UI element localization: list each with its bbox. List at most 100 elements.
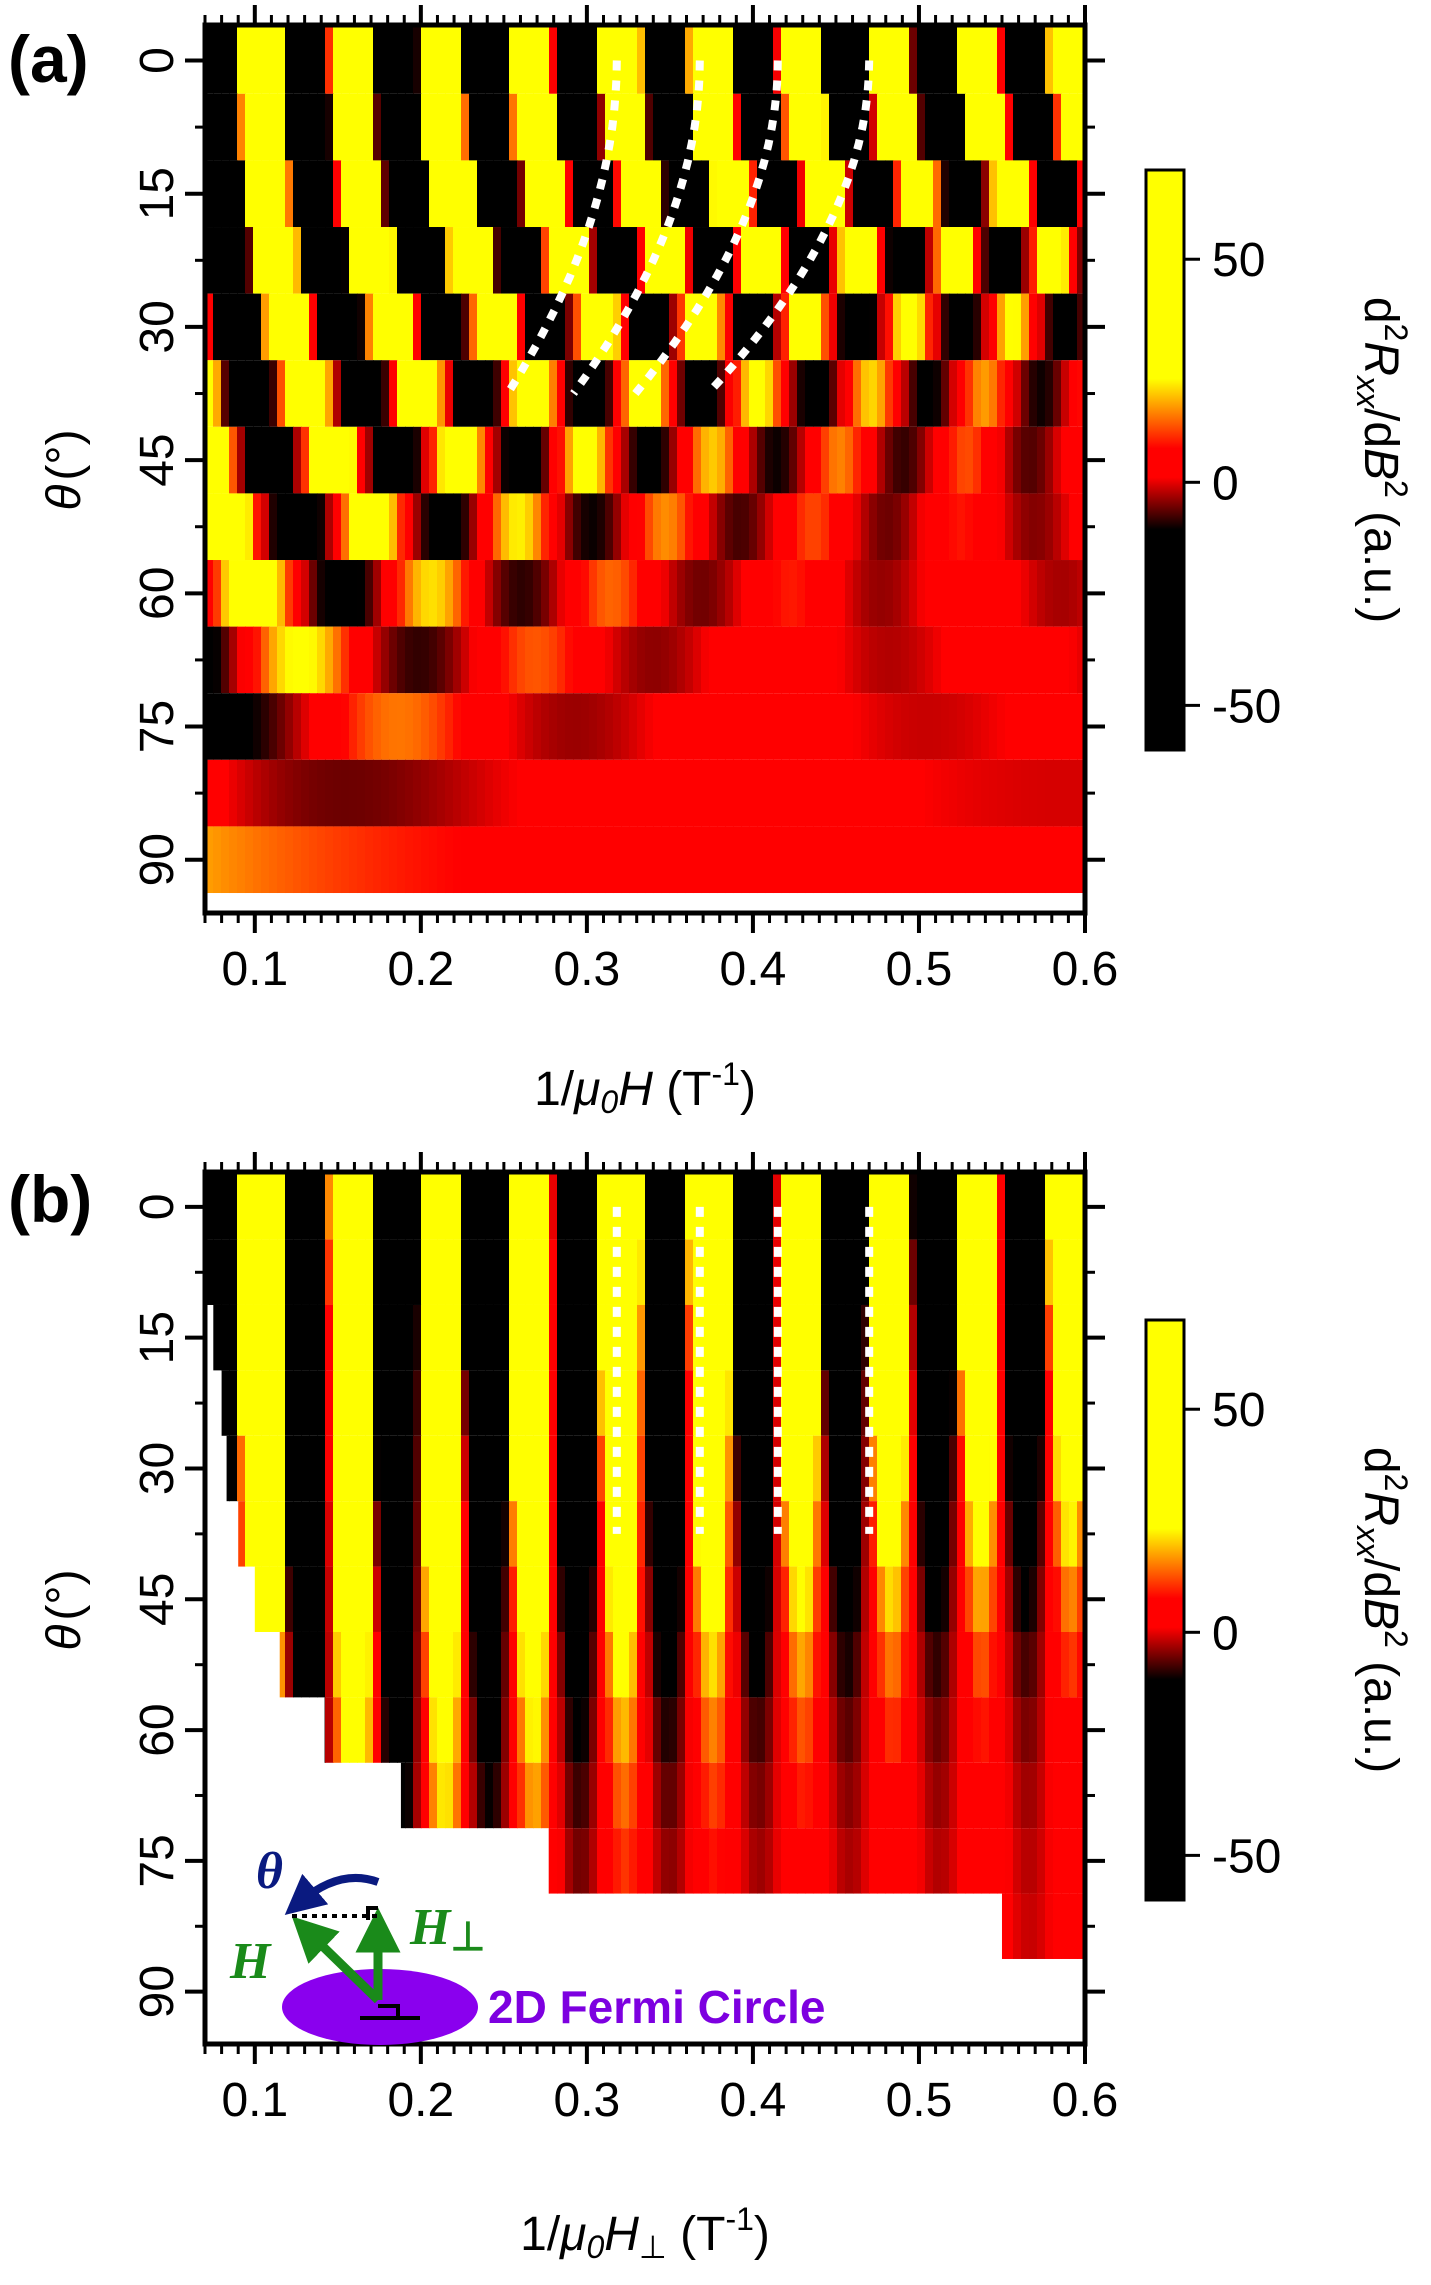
heatmap-cell — [837, 1501, 846, 1567]
heatmap-cell — [469, 759, 478, 827]
heatmap-cell — [813, 693, 822, 760]
heatmap-cell — [469, 293, 478, 361]
heatmap-cell — [1045, 1174, 1054, 1240]
heatmap-cell — [797, 1501, 806, 1567]
heatmap-cell — [469, 1435, 478, 1502]
heatmap-cell — [613, 426, 622, 494]
heatmap-cell — [1077, 1631, 1085, 1698]
heatmap-cell — [629, 693, 638, 760]
heatmap-cell — [413, 826, 422, 894]
heatmap-cell — [477, 1631, 486, 1698]
heatmap-cell — [213, 160, 222, 228]
heatmap-cell — [925, 693, 934, 760]
heatmap-cell — [333, 1304, 342, 1371]
heatmap-cell — [933, 1435, 942, 1502]
heatmap-cell — [573, 293, 582, 361]
heatmap-cell — [757, 560, 766, 627]
heatmap-cell — [701, 426, 710, 494]
heatmap-cell — [1005, 1697, 1014, 1763]
heatmap-cell — [901, 27, 910, 94]
heatmap-cell — [821, 693, 830, 760]
heatmap-cell — [381, 293, 390, 361]
heatmap-cell — [933, 426, 942, 494]
heatmap-cell — [597, 626, 606, 694]
heatmap-cell — [1037, 360, 1046, 427]
heatmap-cell — [773, 1304, 782, 1371]
heatmap-cell — [661, 1631, 670, 1698]
heatmap-cell — [925, 227, 934, 294]
heatmap-cell — [253, 227, 262, 294]
heatmap-cell — [501, 1697, 510, 1763]
heatmap-cell — [621, 27, 630, 94]
heatmap-cell — [829, 693, 838, 760]
heatmap-cell — [1013, 826, 1022, 894]
heatmap-cell — [253, 360, 262, 427]
heatmap-cell — [549, 626, 558, 694]
heatmap-cell — [333, 1566, 342, 1632]
heatmap-cell — [269, 1435, 278, 1502]
heatmap-cell — [565, 293, 574, 361]
heatmap-cell — [229, 27, 238, 94]
heatmap-cell — [957, 1566, 966, 1632]
heatmap-cell — [853, 27, 862, 94]
heatmap-cell — [885, 1435, 894, 1502]
heatmap-cell — [557, 1370, 566, 1436]
heatmap-cell — [453, 1304, 462, 1371]
heatmap-cell — [989, 293, 998, 361]
heatmap-cell — [1045, 93, 1054, 161]
heatmap-cell — [997, 1304, 1006, 1371]
heatmap-cell — [413, 1697, 422, 1763]
heatmap-cell — [869, 1370, 878, 1436]
heatmap-cell — [1069, 426, 1078, 494]
heatmap-cell — [333, 560, 342, 627]
heatmap-cell — [373, 426, 382, 494]
heatmap-cell — [933, 759, 942, 827]
heatmap-cell — [381, 1239, 390, 1305]
heatmap-cell — [933, 826, 942, 894]
heatmap-cell — [517, 93, 526, 161]
colorbar-b — [1144, 1318, 1186, 1902]
heatmap-cell — [1037, 1631, 1046, 1698]
heatmap-cell — [429, 1566, 438, 1632]
colorbar-ticks-a: 500-50 — [1184, 234, 1281, 733]
heatmap-cell — [341, 426, 350, 494]
heatmap-cell — [517, 160, 526, 228]
heatmap-cell — [757, 1697, 766, 1763]
heatmap-cell — [853, 426, 862, 494]
heatmap-cell — [949, 1501, 958, 1567]
heatmap-cell — [245, 160, 254, 228]
heatmap-cell — [717, 626, 726, 694]
heatmap-cell — [533, 293, 542, 361]
heatmap-cell — [1021, 826, 1030, 894]
heatmap-cell — [709, 1501, 718, 1567]
heatmap-cell — [989, 1501, 998, 1567]
heatmap-cell — [461, 1697, 470, 1763]
heatmap-cell — [685, 160, 694, 228]
heatmap-cell — [797, 27, 806, 94]
y-tick-label: 30 — [131, 1442, 184, 1495]
heatmap-cell — [733, 1762, 742, 1829]
heatmap-cell — [653, 693, 662, 760]
heatmap-cell — [461, 160, 470, 228]
heatmap-cell — [821, 1435, 830, 1502]
heatmap-cell — [229, 93, 238, 161]
heatmap-cell — [917, 160, 926, 228]
heatmap-cell — [261, 160, 270, 228]
heatmap-cell — [613, 493, 622, 561]
heatmap-cell — [701, 560, 710, 627]
heatmap-cell — [757, 27, 766, 94]
heatmap-cell — [733, 1697, 742, 1763]
heatmap-cell — [677, 227, 686, 294]
heatmap-cell — [245, 360, 254, 427]
heatmap-cell — [645, 293, 654, 361]
heatmap-cell — [581, 693, 590, 760]
heatmap-cell — [629, 27, 638, 94]
heatmap-cell — [533, 759, 542, 827]
heatmap-cell — [749, 1239, 758, 1305]
heatmap-cell — [317, 560, 326, 627]
heatmap-cell — [341, 160, 350, 228]
heatmap-cell — [901, 1501, 910, 1567]
heatmap-cell — [1053, 360, 1062, 427]
heatmap-cell — [1077, 360, 1085, 427]
heatmap-cell — [621, 426, 630, 494]
